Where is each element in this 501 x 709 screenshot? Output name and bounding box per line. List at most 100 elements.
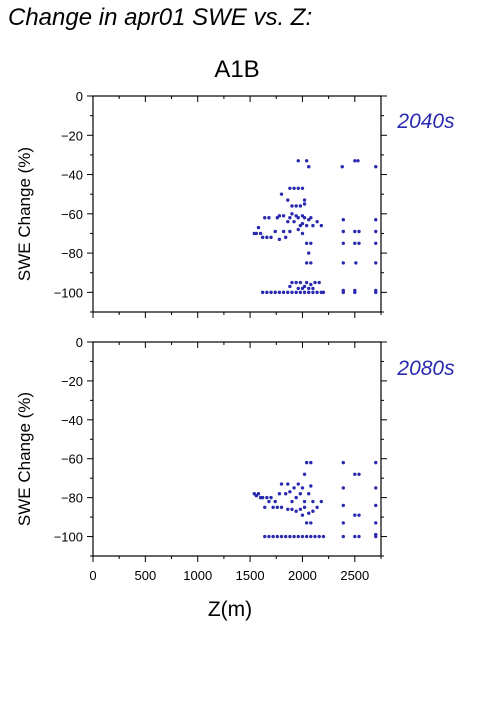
data-point (309, 534, 313, 539)
data-point (279, 505, 284, 510)
data-point (286, 507, 290, 512)
data-point (309, 261, 313, 265)
data-point (309, 282, 313, 287)
data-point (357, 534, 361, 539)
data-point (254, 231, 259, 236)
data-point (319, 499, 324, 504)
period-label: 2040s (396, 110, 455, 133)
data-point (294, 495, 298, 500)
data-point (273, 229, 277, 234)
data-point (279, 192, 284, 196)
plot-frame (92, 95, 382, 313)
scenario-label: A1B (214, 56, 260, 83)
data-point (283, 534, 288, 539)
data-point (290, 507, 294, 512)
data-point (298, 204, 303, 208)
data-point (288, 186, 292, 190)
data-point (290, 204, 294, 208)
data-point (283, 492, 288, 496)
data-point (341, 503, 345, 508)
data-point (288, 229, 292, 234)
data-point (265, 495, 269, 500)
data-point (298, 507, 303, 512)
data-point (353, 241, 357, 245)
data-point (304, 261, 309, 265)
y-tick-label: 0 (76, 335, 83, 350)
data-point (286, 482, 290, 486)
data-point (341, 241, 345, 245)
data-point (292, 486, 296, 490)
data-point (256, 225, 261, 230)
data-point (341, 486, 345, 490)
data-point (302, 499, 307, 504)
data-point (296, 534, 300, 539)
data-point (307, 286, 311, 291)
data-point (304, 241, 309, 245)
data-point (304, 521, 309, 525)
data-point (300, 186, 305, 190)
page-title: Change in apr01 SWE vs. Z: (8, 4, 313, 31)
data-point (313, 280, 317, 285)
data-point (304, 534, 309, 539)
data-point (288, 284, 292, 289)
data-point (290, 499, 294, 504)
data-point (374, 521, 378, 525)
data-point (267, 499, 271, 504)
data-point (357, 229, 361, 234)
data-point (269, 235, 273, 240)
data-point (341, 460, 345, 465)
plot-frame (92, 341, 382, 557)
data-point (298, 492, 303, 496)
data-point (290, 212, 294, 216)
data-point (357, 513, 361, 517)
data-point (307, 164, 311, 169)
data-point (315, 505, 319, 510)
data-point (354, 261, 358, 265)
panel-2040s: 0 −20 −40 −60 −80 −100 SWE Change (%) 2040s (15, 89, 455, 318)
data-point (296, 286, 300, 291)
data-point (267, 216, 271, 220)
data-point (263, 534, 267, 539)
data-point (374, 261, 378, 265)
data-point (311, 509, 315, 513)
data-point (296, 186, 300, 190)
data-point (302, 202, 307, 206)
data-point (290, 280, 294, 285)
data-point (353, 290, 357, 295)
data-point (279, 482, 284, 486)
data-point (304, 223, 309, 228)
data-point (374, 218, 378, 222)
data-point (271, 534, 275, 539)
data-point (302, 198, 307, 202)
data-point (286, 219, 290, 224)
data-point (269, 290, 273, 295)
data-point (374, 503, 378, 508)
data-point (357, 241, 361, 245)
data-point (286, 198, 290, 202)
data-point (256, 492, 261, 496)
data-point (294, 204, 298, 208)
data-point (300, 534, 305, 539)
data-point (292, 534, 296, 539)
data-point (304, 460, 309, 465)
data-point (374, 241, 378, 245)
data-point (286, 290, 290, 295)
data-point (300, 513, 305, 517)
data-point (309, 460, 313, 465)
data-point (315, 290, 319, 295)
data-point (309, 216, 313, 220)
data-point (353, 159, 357, 163)
data-point (311, 290, 315, 295)
y-tick-label: 0 (76, 89, 83, 104)
data-point (298, 280, 303, 285)
data-point (260, 235, 265, 240)
data-point (317, 280, 321, 285)
data-point (309, 521, 313, 525)
data-point (281, 214, 286, 218)
data-point (288, 534, 292, 539)
data-point (269, 495, 273, 500)
data-point (273, 290, 277, 295)
data-point (321, 534, 326, 539)
x-axis-title: Z(m) (208, 598, 252, 621)
data-point (313, 534, 317, 539)
